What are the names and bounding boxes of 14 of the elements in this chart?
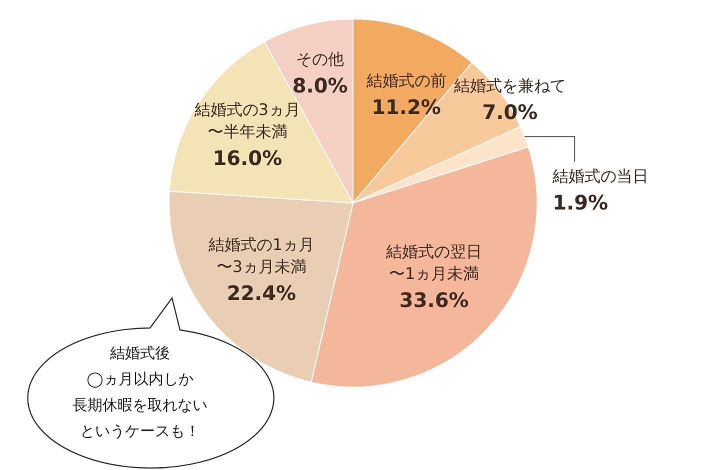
data-label: 22.4% xyxy=(226,281,296,306)
data-label: 8.0% xyxy=(292,74,348,98)
data-label: 1.9% xyxy=(552,190,608,215)
data-label: 33.6% xyxy=(399,288,469,312)
slice-label: 結婚式の3ヵ月〜半年未満 xyxy=(193,100,301,141)
slice-label: 結婚式の前 xyxy=(365,70,446,90)
slice-label: その他 xyxy=(296,50,344,69)
data-label: 7.0% xyxy=(482,100,538,124)
slice-label: 結婚式の翌日〜1ヵ月未満 xyxy=(385,242,482,283)
slice-label: 結婚式の当日 xyxy=(552,166,649,186)
slice-label: 結婚式を兼ねて xyxy=(452,76,566,95)
slice-label: 結婚式の1ヵ月〜3ヵ月未満 xyxy=(207,235,314,276)
text: 結婚式後◯ヵ月以内しか長期休暇を取れないというケースも！ xyxy=(72,344,208,440)
data-label: 16.0% xyxy=(212,146,282,170)
